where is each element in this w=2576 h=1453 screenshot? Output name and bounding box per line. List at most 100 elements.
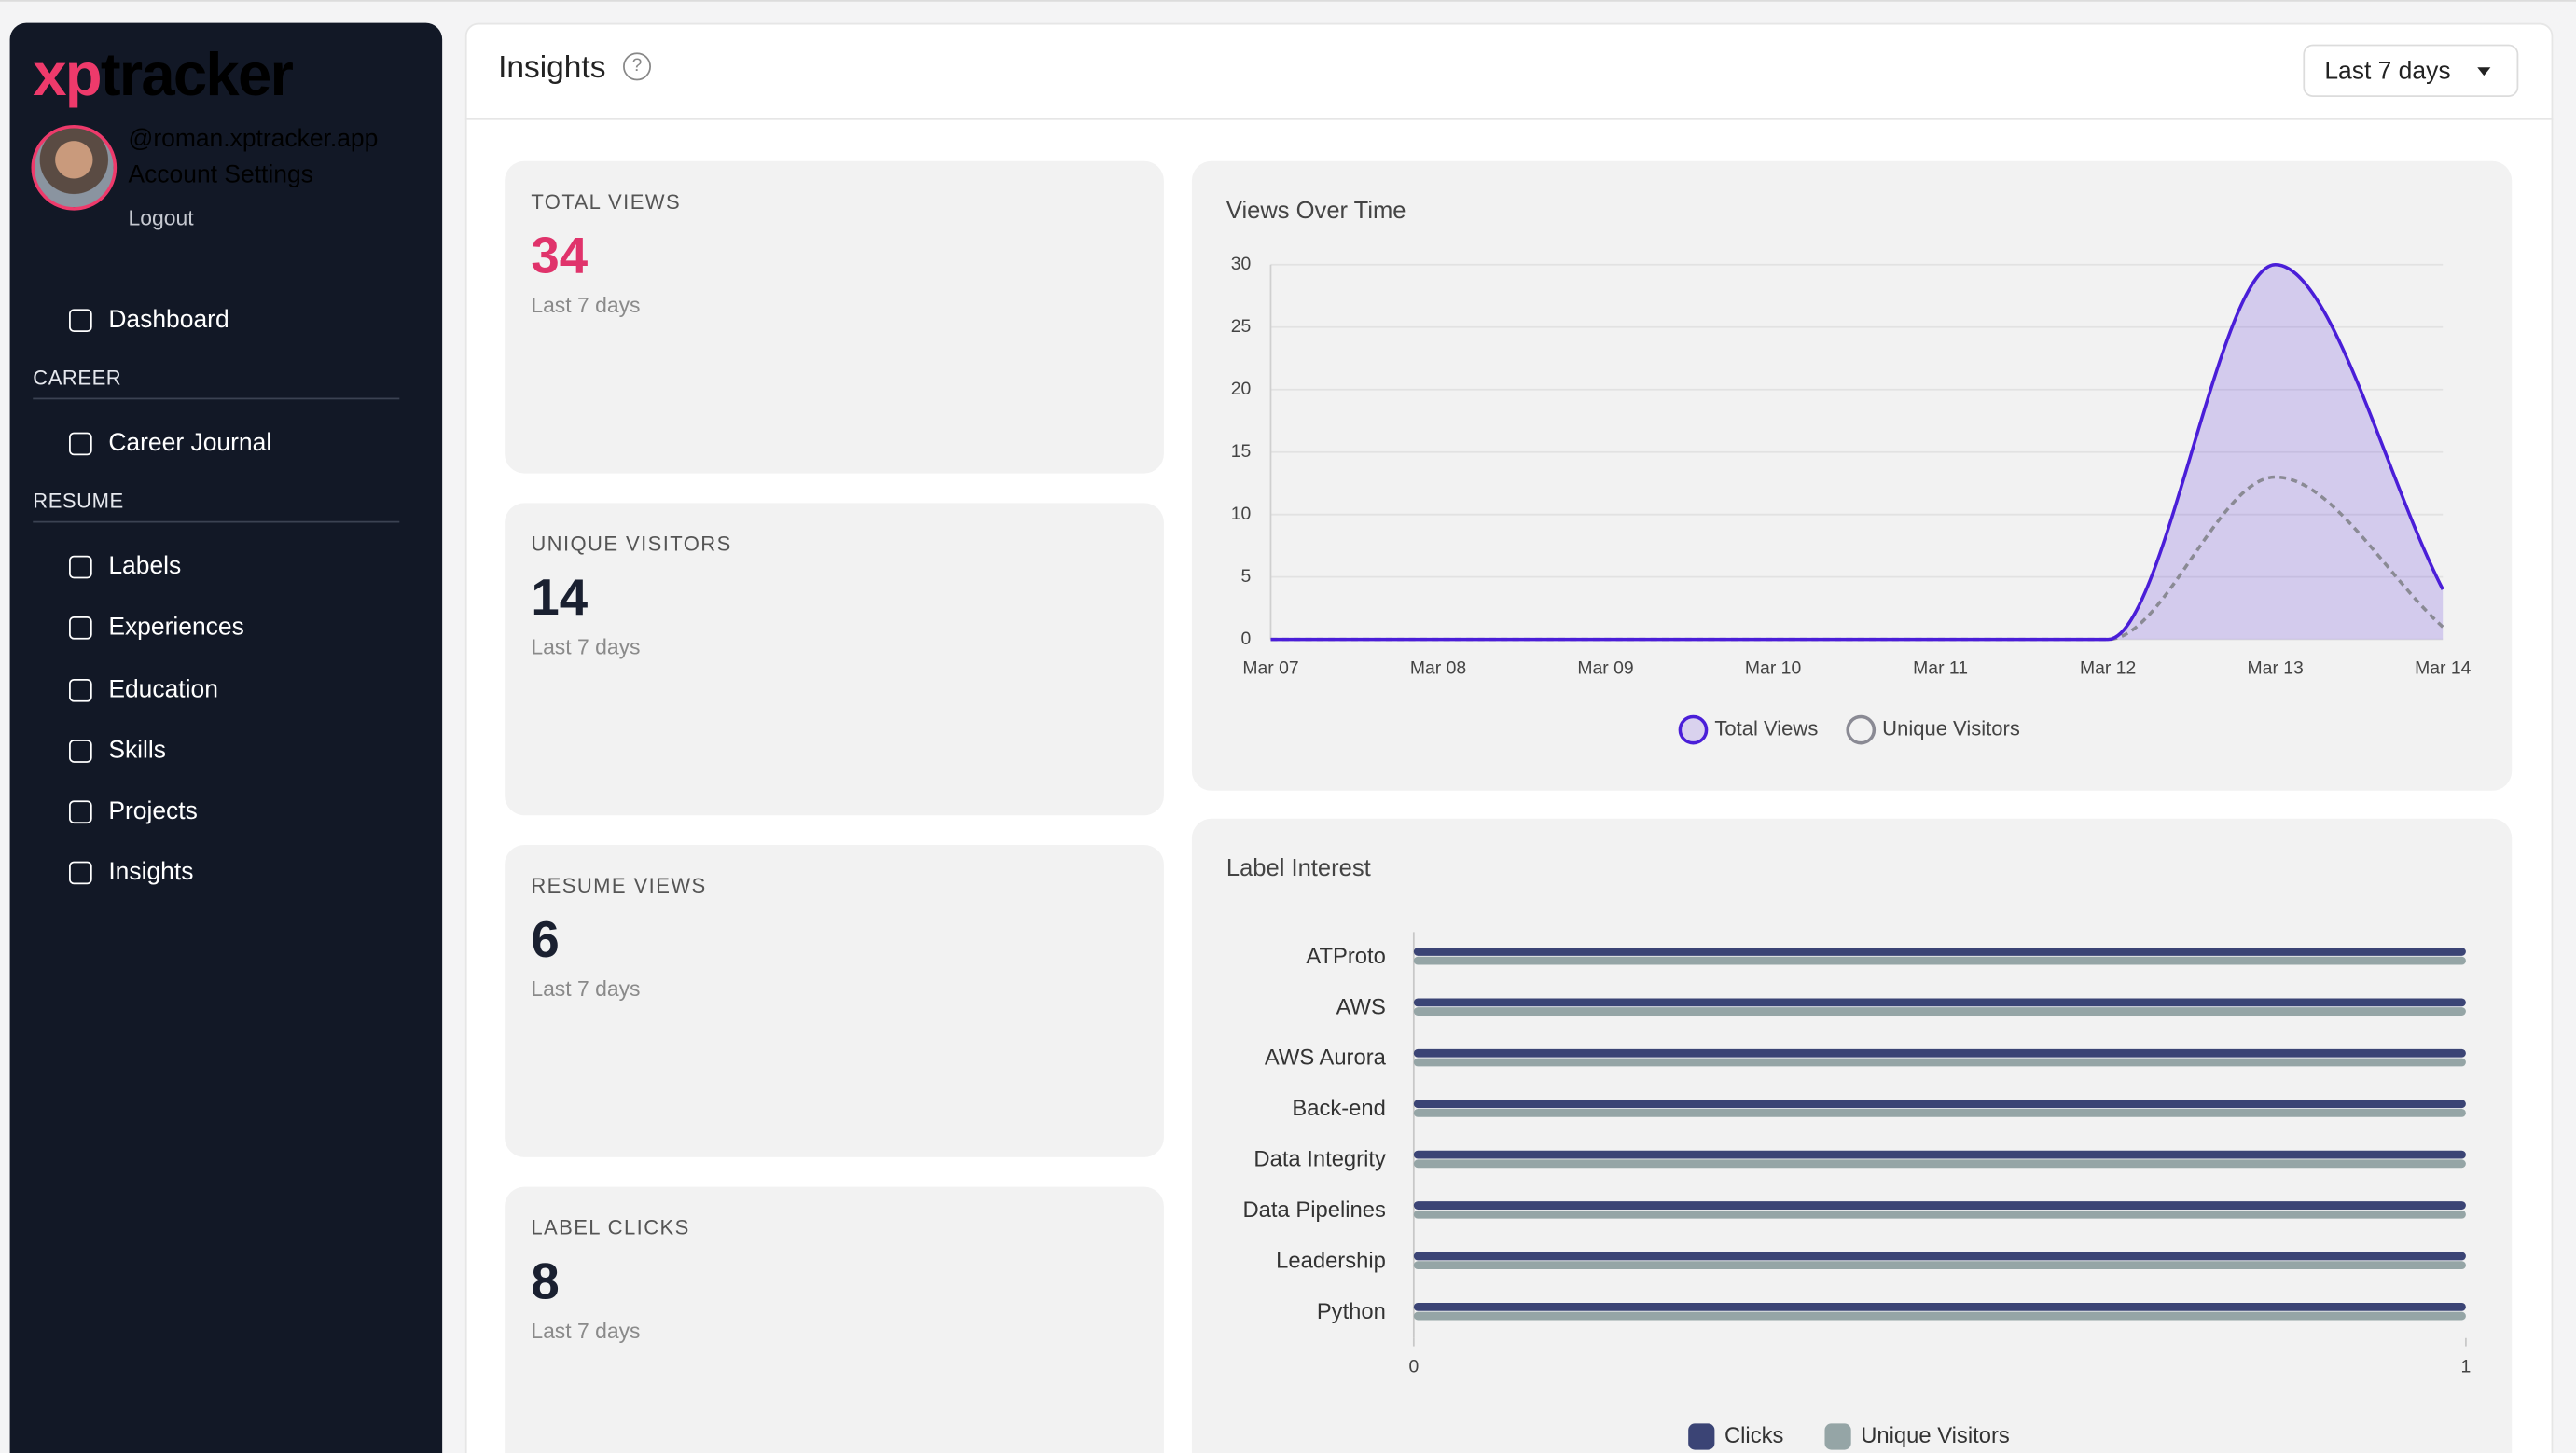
legend-marker xyxy=(1688,1423,1715,1450)
legend-marker xyxy=(1678,714,1709,745)
x-tick-label: Mar 12 xyxy=(2080,658,2136,679)
y-tick-label: 15 xyxy=(1231,441,1252,462)
stat-value: 14 xyxy=(531,568,589,627)
y-tick-label: Data Pipelines xyxy=(1243,1197,1386,1223)
nav-link[interactable]: Projects xyxy=(108,796,198,825)
bar xyxy=(1413,1252,2466,1261)
x-tick-label: Mar 13 xyxy=(2248,658,2304,679)
x-tick-label: Mar 09 xyxy=(1577,658,1633,679)
x-tick-label: Mar 10 xyxy=(1745,658,1802,679)
range-select-text: Last 7 days xyxy=(2324,57,2451,86)
x-tick-label: Mar 08 xyxy=(1410,658,1466,679)
logo-prefix: xp xyxy=(33,41,102,109)
nav-link[interactable]: Education xyxy=(108,674,218,703)
nav-link[interactable]: Labels xyxy=(108,552,182,581)
nav-icon xyxy=(69,556,92,579)
page-title: Insights xyxy=(498,50,606,86)
x-tick-label: 1 xyxy=(2461,1357,2472,1377)
logo[interactable]: xptracker xyxy=(33,41,294,110)
stat-value: 34 xyxy=(531,227,589,284)
bar xyxy=(1413,998,2466,1007)
y-tick-label: 20 xyxy=(1231,379,1252,399)
y-tick-label: 10 xyxy=(1231,504,1252,524)
bar xyxy=(1413,1048,2466,1058)
nav-icon xyxy=(69,678,92,701)
nav-icon xyxy=(69,309,92,333)
stat-card: RESUME VIEWS 6 Last 7 days xyxy=(505,844,1164,1157)
bar xyxy=(1413,1311,2466,1321)
x-tick-label: Mar 07 xyxy=(1242,658,1298,679)
logout-link[interactable]: Logout xyxy=(128,205,194,230)
bar xyxy=(1413,1201,2466,1210)
stat-subtitle: Last 7 days xyxy=(531,976,641,1002)
chart-title: Label Interest xyxy=(1226,855,1371,881)
nav-section-title: RESUME xyxy=(33,490,124,514)
stat-card: UNIQUE VISITORS 14 Last 7 days xyxy=(505,503,1164,816)
legend-label: Unique Visitors xyxy=(1882,716,2020,740)
y-tick-label: ATProto xyxy=(1306,944,1385,969)
nav-icon xyxy=(69,432,92,456)
stat-label: LABEL CLICKS xyxy=(531,1216,690,1240)
y-tick-label: AWS xyxy=(1336,994,1386,1019)
x-tick-label: 0 xyxy=(1408,1357,1419,1377)
y-tick-label: 0 xyxy=(1241,629,1252,649)
stat-label: TOTAL VIEWS xyxy=(531,190,682,214)
avatar[interactable] xyxy=(31,124,118,211)
bar xyxy=(1413,1210,2466,1219)
y-tick-label: Python xyxy=(1317,1299,1386,1324)
line xyxy=(1270,263,2444,642)
stat-value: 8 xyxy=(531,1252,560,1310)
header-divider xyxy=(464,118,2554,120)
help-icon[interactable]: ? xyxy=(623,52,651,81)
bar xyxy=(1413,1108,2466,1117)
legend-label: Total Views xyxy=(1714,716,1818,740)
area xyxy=(1270,264,2444,640)
x-tick-label: Mar 11 xyxy=(1913,658,1968,679)
logo-suffix: tracker xyxy=(100,41,294,109)
stat-value: 6 xyxy=(531,910,560,969)
y-tick-label: Back-end xyxy=(1292,1096,1385,1121)
nav-link[interactable]: Career Journal xyxy=(108,429,272,458)
stat-card: TOTAL VIEWS 34 Last 7 days xyxy=(505,160,1164,474)
bar xyxy=(1413,1302,2466,1311)
y-tick-label: 25 xyxy=(1231,316,1252,337)
stat-label: UNIQUE VISITORS xyxy=(531,533,732,556)
username: @roman.xptracker.app xyxy=(128,124,379,153)
bar-chart-card xyxy=(1191,818,2513,1453)
legend-label: Clicks xyxy=(1724,1423,1784,1448)
nav-icon xyxy=(69,739,92,763)
select-caret xyxy=(2477,67,2491,76)
nav-section-divider xyxy=(33,397,400,400)
stat-subtitle: Last 7 days xyxy=(531,292,641,318)
bar xyxy=(1413,1150,2466,1159)
nav-section-title: CAREER xyxy=(33,367,122,390)
bar xyxy=(1413,948,2466,956)
nav-link[interactable]: Dashboard xyxy=(108,305,229,334)
stat-label: RESUME VIEWS xyxy=(531,874,707,898)
y-tick-label: AWS Aurora xyxy=(1265,1045,1387,1071)
nav-link[interactable]: Insights xyxy=(108,858,194,887)
bar xyxy=(1413,1100,2466,1109)
stat-card: LABEL CLICKS 8 Last 7 days xyxy=(505,1186,1164,1453)
chart-title: Views Over Time xyxy=(1226,198,1406,224)
line-chart-card xyxy=(1191,160,2513,791)
y-tick-label: 30 xyxy=(1231,254,1252,274)
sidebar xyxy=(9,22,443,1453)
nav-link[interactable]: Experiences xyxy=(108,614,244,643)
legend-label: Unique Visitors xyxy=(1861,1423,2010,1448)
nav-link[interactable]: Skills xyxy=(108,736,167,765)
bar xyxy=(1413,1007,2466,1016)
x-tick-label: Mar 14 xyxy=(2415,658,2472,679)
stat-subtitle: Last 7 days xyxy=(531,1318,641,1344)
account-settings-link[interactable]: Account Settings xyxy=(128,160,313,189)
nav-section-divider xyxy=(33,521,400,523)
nav-icon xyxy=(69,616,92,641)
legend-marker xyxy=(1846,714,1877,745)
legend-marker xyxy=(1824,1423,1851,1450)
bar xyxy=(1413,1159,2466,1169)
bar xyxy=(1413,1261,2466,1270)
y-tick-label: 5 xyxy=(1241,566,1252,587)
stat-subtitle: Last 7 days xyxy=(531,634,641,659)
